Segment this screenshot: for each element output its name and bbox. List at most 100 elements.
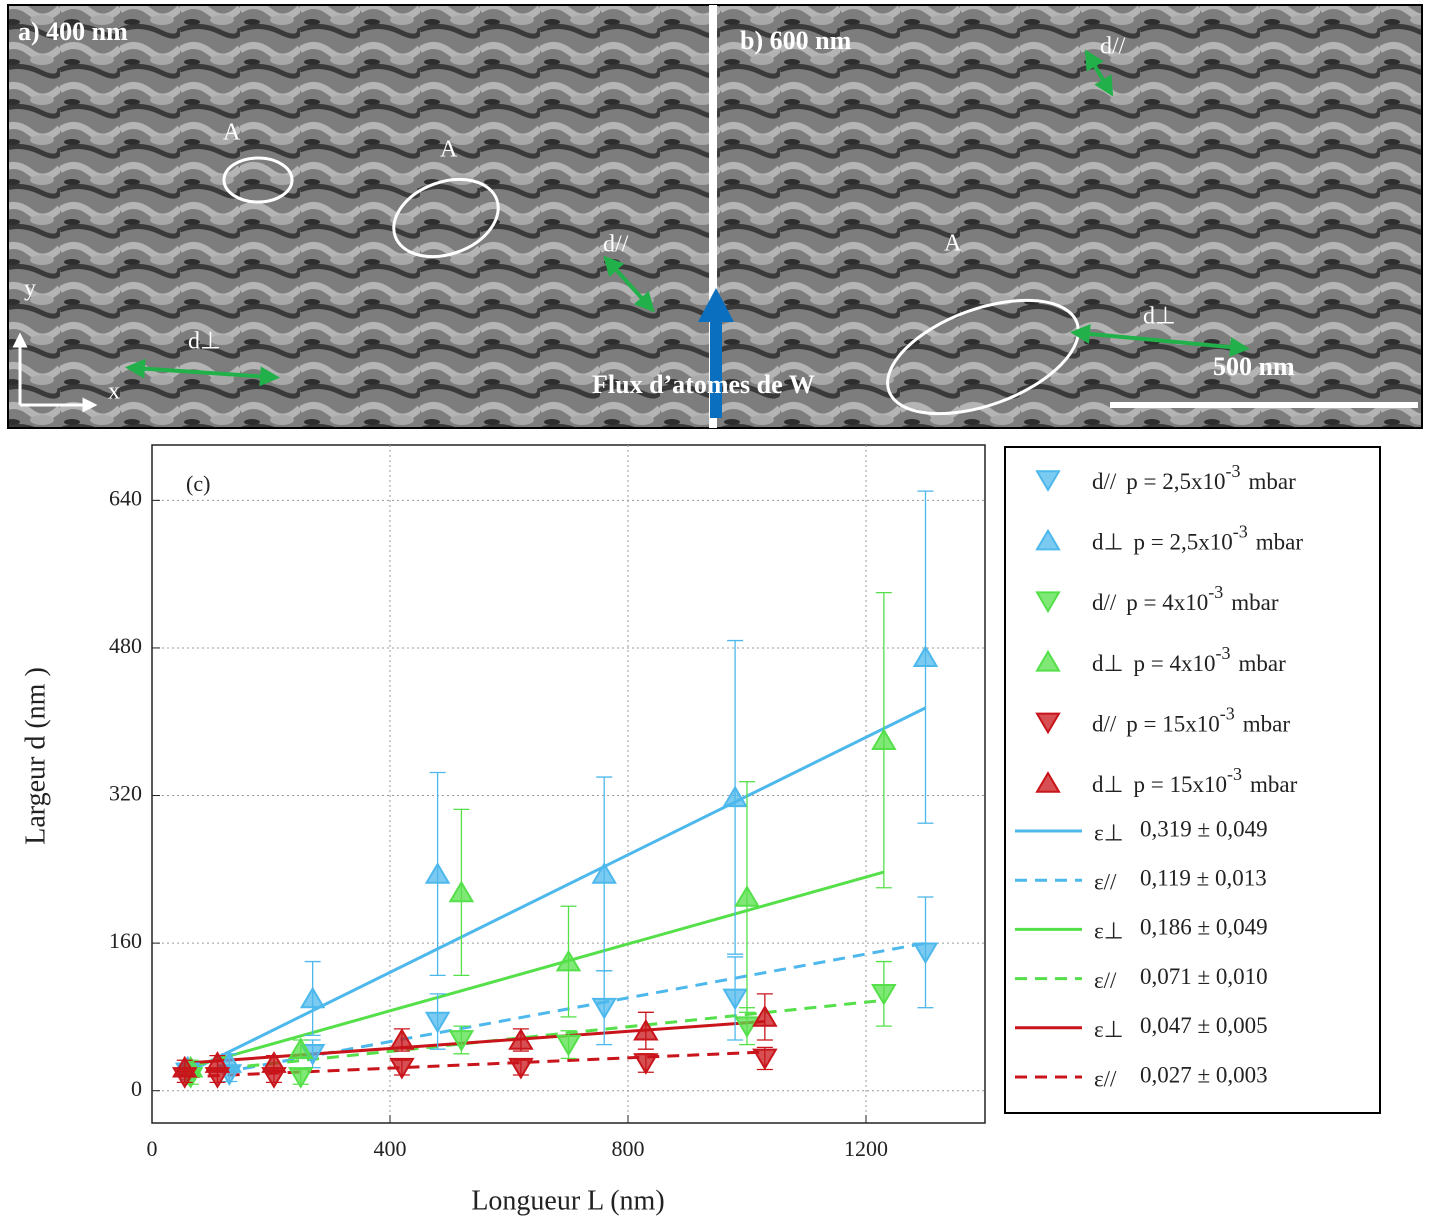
- legend-marker: [1035, 771, 1061, 793]
- data-point: [591, 997, 617, 1020]
- data-point: [633, 1053, 659, 1075]
- legend-marker: [1035, 470, 1061, 492]
- legend-text: -3: [1233, 522, 1248, 542]
- legend-text: p = 2,5x10: [1126, 469, 1225, 494]
- legend-entry: 0,186 ± 0,049: [1140, 915, 1268, 940]
- legend-entry: d// p = 2,5x10-3 mbar: [1092, 461, 1296, 494]
- data-point: [448, 1030, 475, 1052]
- legend-entry: 0,027 ± 0,003: [1140, 1062, 1268, 1087]
- panel-label: b) 600 nm: [740, 26, 852, 55]
- legend-text: d⊥: [1092, 530, 1124, 555]
- width-label: d//: [603, 232, 629, 258]
- data-point: [389, 1057, 415, 1080]
- data-point: [424, 1011, 451, 1034]
- scale-bar: [1110, 402, 1418, 408]
- legend-entry: d⊥ p = 2,5x10-3 mbar: [1092, 522, 1303, 555]
- data-point: [261, 1051, 287, 1073]
- flux-arrow: [710, 318, 722, 418]
- data-point: [591, 862, 617, 884]
- data-point: [171, 1055, 198, 1078]
- legend-text: d⊥: [1092, 772, 1124, 797]
- legend-marker: [1035, 591, 1061, 614]
- region-ellipse: [392, 177, 500, 259]
- width-arrow: [125, 358, 280, 387]
- region-label: A: [440, 137, 458, 163]
- legend-text: mbar: [1243, 712, 1291, 737]
- region-label: A: [944, 231, 962, 257]
- legend-entry: 0,047 ± 0,005: [1140, 1013, 1268, 1038]
- legend-text: p = 4x10: [1134, 651, 1216, 676]
- y-axis-label: Largeur d (nm ): [20, 667, 51, 845]
- data-point: [555, 1034, 582, 1057]
- data-point: [424, 862, 451, 884]
- x-axis-label: Longueur L (nm): [471, 1185, 664, 1216]
- fit-line: [187, 1050, 765, 1079]
- x-tick-label: 400: [374, 1136, 407, 1161]
- data-point: [722, 988, 748, 1011]
- divider: [709, 5, 717, 428]
- data-point: [752, 1048, 778, 1071]
- y-tick-label: 640: [109, 485, 142, 510]
- data-point: [752, 1005, 778, 1027]
- legend-text: mbar: [1256, 530, 1304, 555]
- flux-arrow: [698, 288, 734, 322]
- data-point: [722, 785, 748, 808]
- width-label: d//: [1100, 34, 1126, 60]
- width-arrow: [603, 255, 655, 313]
- region-label: A: [223, 120, 241, 146]
- y-tick-label: 480: [109, 633, 142, 658]
- legend-text: mbar: [1239, 651, 1287, 676]
- legend-entry: 0,119 ± 0,013: [1140, 865, 1267, 890]
- legend-text: -3: [1226, 461, 1241, 481]
- data-point: [555, 949, 582, 972]
- legend-text: -3: [1208, 582, 1223, 602]
- width-label: d⊥: [188, 329, 221, 355]
- legend-entry: d⊥ p = 4x10-3 mbar: [1092, 643, 1286, 676]
- data-point: [871, 728, 897, 750]
- data-point: [912, 942, 939, 965]
- data-point: [448, 880, 475, 903]
- legend-text: -3: [1227, 764, 1242, 784]
- y-tick-label: 320: [109, 781, 142, 806]
- data-point: [508, 1028, 534, 1050]
- x-tick-label: 1200: [844, 1136, 888, 1161]
- data-point: [912, 645, 939, 667]
- fit-line: [187, 1020, 765, 1065]
- legend-entry: d// p = 15x10-3 mbar: [1092, 704, 1290, 737]
- width-arrow: [1070, 323, 1250, 358]
- legend-entry: d⊥ p = 15x10-3 mbar: [1092, 764, 1298, 797]
- legend-entry: d// p = 4x10-3 mbar: [1092, 582, 1279, 615]
- legend-entry: ε⊥: [1094, 1017, 1124, 1042]
- legend-text: p = 2,5x10: [1134, 530, 1233, 555]
- legend-entry: ε//: [1094, 869, 1117, 894]
- legend-text: p = 4x10: [1126, 590, 1208, 615]
- legend-entry: ε⊥: [1094, 919, 1124, 944]
- panel-annotation: (c): [186, 471, 210, 496]
- scale-label: 500 nm: [1213, 352, 1295, 381]
- legend-text: d⊥: [1092, 651, 1124, 676]
- fit-line: [187, 706, 927, 1074]
- width-label: d⊥: [1143, 304, 1176, 330]
- legend-text: mbar: [1250, 772, 1298, 797]
- legend-entry: 0,319 ± 0,049: [1140, 816, 1268, 841]
- legend-text: mbar: [1231, 590, 1279, 615]
- legend-entry: ε⊥: [1094, 820, 1124, 845]
- legend-marker: [1035, 649, 1061, 672]
- legend-marker: [1035, 528, 1061, 551]
- legend-text: p = 15x10: [1134, 772, 1227, 797]
- legend-marker: [1035, 712, 1061, 735]
- y-tick-label: 160: [109, 928, 142, 953]
- legend: [1004, 446, 1381, 1114]
- data-point: [871, 984, 897, 1006]
- width-arrow: [1084, 49, 1114, 97]
- legend-text: d//: [1092, 590, 1117, 615]
- fit-line: [187, 870, 885, 1070]
- data-point: [633, 1018, 659, 1041]
- legend-text: p = 15x10: [1126, 712, 1219, 737]
- axis-letter: x: [108, 379, 120, 405]
- x-tick-label: 800: [612, 1136, 645, 1161]
- y-tick-label: 0: [131, 1076, 142, 1101]
- legend-entry: 0,071 ± 0,010: [1140, 964, 1268, 989]
